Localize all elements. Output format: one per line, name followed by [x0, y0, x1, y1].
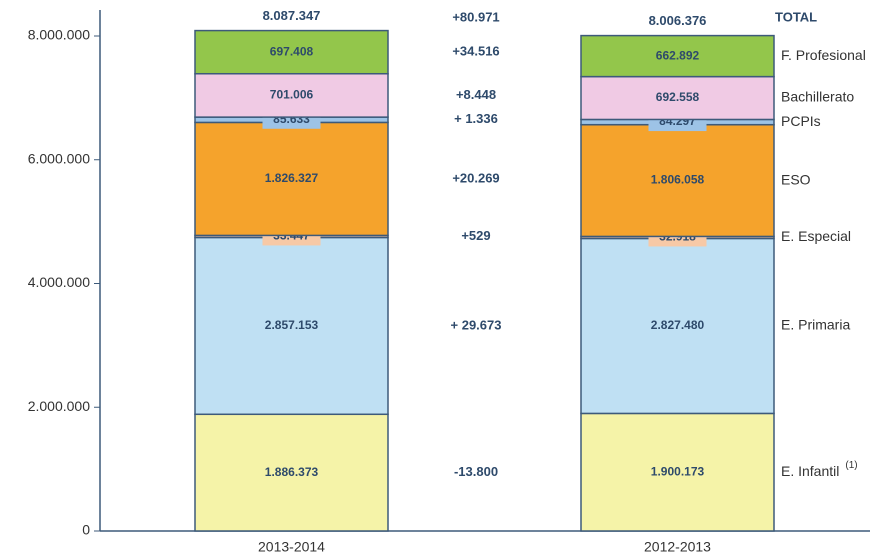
y-tick-label: 8.000.000 — [28, 27, 90, 43]
value-label: 701.006 — [270, 88, 314, 102]
bar-segment — [194, 121, 389, 237]
total-difference: +80.971 — [452, 9, 499, 24]
difference-label: +20.269 — [452, 170, 499, 185]
difference-label: +8.448 — [456, 87, 496, 102]
bar-segment — [194, 413, 389, 532]
value-label: 1.900.173 — [651, 464, 705, 478]
bar-segment — [194, 29, 389, 75]
y-tick-label: 2.000.000 — [28, 398, 90, 414]
value-label: 1.886.373 — [265, 465, 319, 479]
value-label: 697.408 — [270, 44, 314, 58]
value-label: 1.806.058 — [651, 173, 705, 187]
bar-segment — [194, 72, 389, 118]
bar-segment — [580, 75, 775, 121]
bar-segment — [194, 236, 389, 416]
legend-label: E. Especial — [781, 228, 851, 244]
difference-label: + 1.336 — [454, 111, 498, 126]
y-tick-label: 4.000.000 — [28, 274, 90, 290]
total-label: 8.006.376 — [649, 13, 707, 28]
difference-label: +529 — [461, 228, 490, 243]
value-label: 2.827.480 — [651, 318, 705, 332]
total-label: 8.087.347 — [263, 8, 321, 23]
legend-label: E. Primaria — [781, 317, 850, 333]
value-label: 692.558 — [656, 90, 700, 104]
legend-label: E. Infantil — [781, 463, 839, 479]
bar-segment — [580, 412, 775, 532]
legend-note: (1) — [845, 460, 857, 471]
difference-label: + 29.673 — [451, 317, 502, 332]
legend-label: Bachillerato — [781, 89, 854, 105]
x-tick-label: 2012-2013 — [644, 539, 711, 555]
legend-label: ESO — [781, 171, 811, 187]
difference-label: -13.800 — [454, 464, 498, 479]
value-label: 662.892 — [656, 48, 700, 62]
y-tick-label: 6.000.000 — [28, 150, 90, 166]
legend-label: PCPIs — [781, 113, 821, 129]
total-name: TOTAL — [775, 9, 817, 24]
difference-label: +34.516 — [452, 44, 499, 59]
x-tick-label: 2013-2014 — [258, 539, 325, 555]
value-label: 2.857.153 — [265, 318, 319, 332]
bar-segment — [580, 237, 775, 415]
legend-label: F. Profesional — [781, 47, 866, 63]
bar-segment — [580, 34, 775, 78]
value-label: 1.826.327 — [265, 171, 319, 185]
y-tick-label: 0 — [82, 522, 90, 538]
bar-segment — [580, 123, 775, 238]
